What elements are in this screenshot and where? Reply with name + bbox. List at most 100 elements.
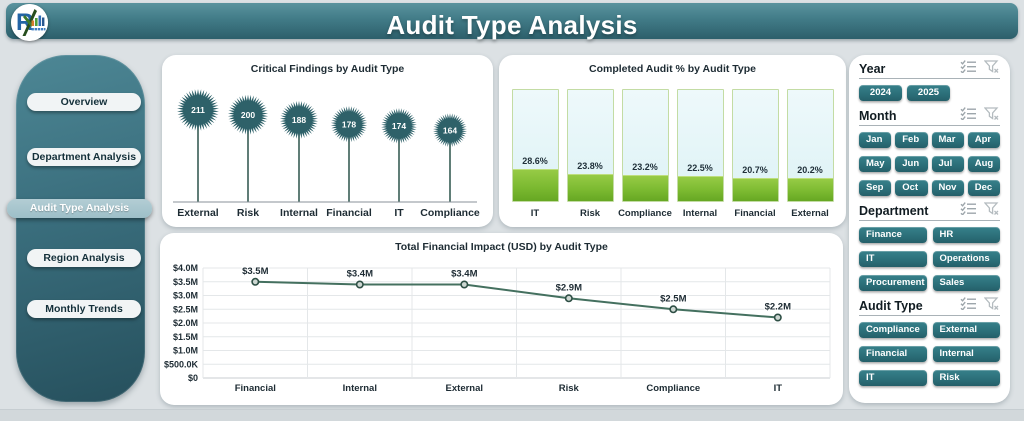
slicer-option-month-oct[interactable]: Oct	[895, 180, 928, 196]
svg-text:Internal: Internal	[343, 383, 377, 394]
slicer-divider	[859, 125, 1000, 126]
svg-text:$3.4M: $3.4M	[451, 269, 477, 280]
slicer-option-audit_type-it[interactable]: IT	[859, 370, 927, 386]
completed-audit-title: Completed Audit % by Audit Type	[588, 63, 757, 75]
clear-filter-icon[interactable]	[977, 106, 1000, 125]
svg-text:$2.5M: $2.5M	[173, 304, 198, 314]
svg-text:$2.5M: $2.5M	[660, 293, 686, 304]
slicer-option-month-sep[interactable]: Sep	[859, 180, 892, 196]
completed-bar-category: External	[791, 208, 829, 219]
slicer-option-year-2024[interactable]: 2024	[859, 85, 902, 101]
sidebar-item-monthly-trends[interactable]: Monthly Trends	[27, 300, 141, 318]
filter-panel: Year 2024 2025 Month	[849, 55, 1010, 403]
slicer-option-year-2025[interactable]: 2025	[907, 85, 950, 101]
completed-bar-fill	[512, 169, 558, 201]
svg-text:$3.5M: $3.5M	[242, 266, 268, 277]
slicer-divider	[859, 220, 1000, 221]
slicer-title-year: Year	[859, 61, 886, 76]
svg-text:Financial: Financial	[235, 383, 276, 394]
nav-sidebar: Overview Department Analysis Audit Type An…	[7, 55, 152, 402]
company-logo-icon: R	[11, 4, 48, 41]
slicer-option-month-mar[interactable]: Mar	[931, 132, 964, 148]
svg-text:$1.5M: $1.5M	[173, 332, 198, 342]
slicer-option-department-operations[interactable]: Operations	[932, 251, 1000, 267]
page-bottom-band	[0, 409, 1024, 421]
financial-impact-chart: $4.0M $3.5M $3.0M $2.5M $2.0M $1.5M $1.0M $500.…	[164, 263, 831, 394]
completed-bar-risk: 23.8%	[566, 89, 614, 202]
svg-text:$4.0M: $4.0M	[173, 263, 198, 273]
multi-select-icon[interactable]	[953, 296, 977, 315]
svg-text:Risk: Risk	[237, 207, 259, 219]
critical-findings-card: Critical Findings by Audit Type 211 200 18…	[162, 55, 493, 227]
completed-bar-category: Financial	[734, 208, 776, 219]
financial-impact-title: Total Financial Impact (USD) by Audit Ty…	[395, 241, 608, 253]
completed-bar-external: 20.2%	[786, 89, 834, 202]
completed-bar-it: 28.6%	[511, 89, 559, 202]
svg-text:Compliance: Compliance	[420, 207, 480, 219]
completed-bar-category: IT	[530, 208, 540, 219]
slicer-header-department: Department	[859, 201, 1000, 220]
slicer-option-audit_type-financial[interactable]: Financial	[859, 346, 927, 362]
slicer-option-audit_type-internal[interactable]: Internal	[932, 346, 1000, 362]
completed-bar-value: 20.7%	[742, 165, 768, 175]
completed-bar-fill	[622, 175, 668, 201]
slicer-option-month-nov[interactable]: Nov	[931, 180, 964, 196]
slicer-option-month-feb[interactable]: Feb	[895, 132, 928, 148]
slicer-divider	[859, 315, 1000, 316]
sidebar-item-audit-type-analysis[interactable]: Audit Type Analysis	[7, 199, 152, 218]
slicer-option-month-apr[interactable]: Apr	[967, 132, 1000, 148]
financial-impact-card: Total Financial Impact (USD) by Audit Ty…	[160, 233, 843, 405]
slicer-option-month-aug[interactable]: Aug	[967, 156, 1000, 172]
completed-bar-category: Compliance	[618, 208, 672, 219]
completed-bar-value: 23.8%	[577, 161, 603, 171]
slicer-option-month-jan[interactable]: Jan	[859, 132, 892, 148]
slicer-option-department-procurement[interactable]: Procurement	[859, 275, 927, 291]
slicer-options-audit_type: Compliance External Financial Internal IT Ris…	[859, 322, 1000, 386]
slicer-option-department-it[interactable]: IT	[859, 251, 927, 267]
completed-bar-value: 28.6%	[522, 156, 548, 166]
multi-select-icon[interactable]	[953, 106, 977, 125]
multi-select-icon[interactable]	[953, 201, 977, 220]
completed-bar-compliance: 23.2%	[621, 89, 669, 202]
multi-select-icon[interactable]	[953, 59, 977, 78]
svg-text:$3.4M: $3.4M	[347, 269, 373, 280]
clear-filter-icon[interactable]	[977, 59, 1000, 78]
slicer-option-month-dec[interactable]: Dec	[967, 180, 1000, 196]
sidebar-item-department-analysis[interactable]: Department Analysis	[27, 148, 141, 166]
slicer-option-month-jul[interactable]: Jul	[931, 156, 964, 172]
slicer-option-audit_type-external[interactable]: External	[932, 322, 1000, 338]
slicer-option-audit_type-compliance[interactable]: Compliance	[859, 322, 927, 338]
completed-bar-category: Risk	[579, 208, 601, 219]
app-header: Audit Type Analysis	[6, 3, 1018, 40]
slicer-option-department-hr[interactable]: HR	[932, 227, 1000, 243]
completed-bar-internal: 22.5%	[676, 89, 724, 202]
slicer-option-department-sales[interactable]: Sales	[932, 275, 1000, 291]
slicer-header-year: Year	[859, 59, 1000, 78]
slicer-options-month: Jan Feb Mar Apr May Jun Jul Aug Sep Oct Nov Dec	[859, 132, 1000, 196]
svg-text:211: 211	[191, 105, 205, 115]
svg-text:Compliance: Compliance	[646, 383, 700, 394]
clear-filter-icon[interactable]	[977, 296, 1000, 315]
svg-text:200: 200	[241, 110, 255, 120]
svg-text:Internal: Internal	[280, 207, 318, 219]
completed-bar-value: 23.2%	[632, 162, 658, 172]
completed-bar-fill	[787, 178, 833, 201]
slicer-option-month-may[interactable]: May	[859, 156, 892, 172]
svg-text:$2.2M: $2.2M	[765, 302, 791, 313]
svg-text:Financial: Financial	[326, 207, 372, 219]
svg-text:174: 174	[392, 121, 406, 131]
svg-text:IT: IT	[774, 383, 783, 394]
critical-findings-title: Critical Findings by Audit Type	[250, 63, 405, 75]
clear-filter-icon[interactable]	[977, 201, 1000, 220]
slicer-option-month-jun[interactable]: Jun	[895, 156, 928, 172]
sidebar-item-region-analysis[interactable]: Region Analysis	[27, 249, 141, 267]
svg-text:178: 178	[342, 119, 356, 129]
slicer-title-audit_type: Audit Type	[859, 298, 923, 313]
slicer-option-department-finance[interactable]: Finance	[859, 227, 927, 243]
critical-findings-chart: 211 200 188 178 174 164 External Risk Internal Fi…	[173, 89, 480, 219]
sidebar-item-overview[interactable]: Overview	[27, 93, 141, 111]
completed-bar-financial: 20.7%	[731, 89, 779, 202]
svg-text:IT: IT	[394, 207, 404, 219]
slicer-title-month: Month	[859, 108, 897, 123]
slicer-option-audit_type-risk[interactable]: Risk	[932, 370, 1000, 386]
